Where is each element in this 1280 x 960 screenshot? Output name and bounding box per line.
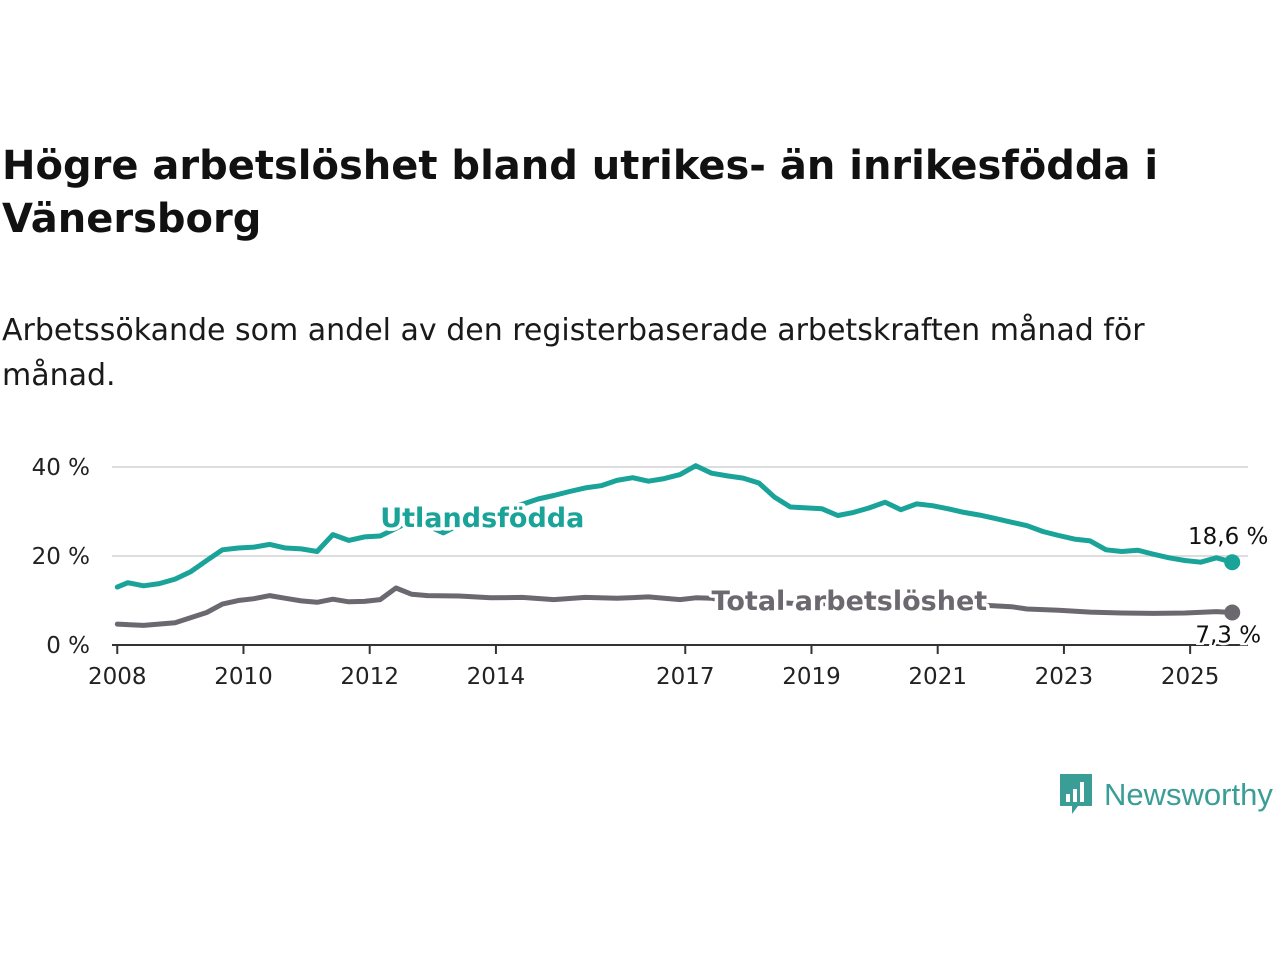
series-line-total-arbetsloshet bbox=[114, 585, 1235, 628]
gridlines: 0 % 20 % 40 % bbox=[32, 455, 1248, 659]
chart-subtitle: Arbetssökande som andel av den registerb… bbox=[2, 313, 1145, 393]
brand-name: Newsworthy bbox=[1104, 777, 1273, 812]
line-chart: 0 % 20 % 40 % 2008 2010 2012 2014 2017 2019 2021… bbox=[31, 455, 1271, 690]
x-tick-label: 2019 bbox=[782, 664, 841, 690]
x-tick-label: 2023 bbox=[1035, 664, 1094, 690]
x-tick-label: 2021 bbox=[908, 664, 967, 690]
y-tick-label: 40 % bbox=[32, 455, 90, 481]
bar-chart-speech-bubble-icon bbox=[1060, 774, 1092, 814]
series-line-utlandsfodda bbox=[114, 463, 1235, 590]
newsworthy-logo: Newsworthy bbox=[1058, 772, 1273, 818]
x-tick-label: 2017 bbox=[656, 664, 715, 690]
chart-title: Högre arbetslöshet bland utrikes- än inr… bbox=[2, 143, 1159, 242]
series-label: Total arbetslöshet bbox=[712, 586, 988, 617]
y-tick-label: 20 % bbox=[32, 544, 90, 570]
series-lines bbox=[114, 463, 1241, 628]
series-labels: Utlandsfödda 18,6 % Total arbetslöshet 7,3 … bbox=[377, 500, 1271, 652]
x-tick-label: 2012 bbox=[340, 664, 399, 690]
series-end-point bbox=[1224, 554, 1241, 571]
series-end-point bbox=[1224, 604, 1241, 621]
x-tick-label: 2008 bbox=[88, 664, 147, 690]
x-axis: 2008 2010 2012 2014 2017 2019 2021 2023 2025 bbox=[88, 644, 1248, 690]
x-tick-label: 2010 bbox=[214, 664, 273, 690]
x-tick-label: 2025 bbox=[1161, 664, 1220, 690]
end-value-label: 18,6 % bbox=[1188, 524, 1268, 550]
y-tick-label: 0 % bbox=[46, 633, 90, 659]
end-value-label: 7,3 % bbox=[1195, 623, 1261, 649]
series-label: Utlandsfödda bbox=[380, 503, 584, 534]
x-tick-label: 2014 bbox=[467, 664, 526, 690]
